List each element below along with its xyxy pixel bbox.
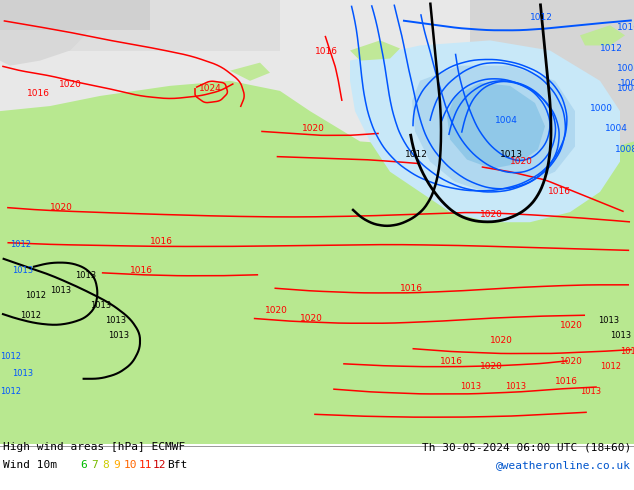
Text: 9: 9 bbox=[113, 460, 120, 470]
Text: 1016: 1016 bbox=[440, 357, 463, 366]
Text: 1013: 1013 bbox=[105, 316, 126, 325]
Text: Th 30-05-2024 06:00 UTC (18+60): Th 30-05-2024 06:00 UTC (18+60) bbox=[422, 442, 631, 452]
Text: 1004: 1004 bbox=[605, 124, 628, 133]
Bar bbox=[0, 0, 280, 50]
Text: 1016: 1016 bbox=[617, 24, 634, 32]
Text: 1013: 1013 bbox=[108, 331, 129, 341]
Polygon shape bbox=[447, 83, 545, 169]
Text: 1016: 1016 bbox=[400, 284, 423, 293]
Polygon shape bbox=[230, 63, 270, 81]
Text: 7: 7 bbox=[91, 460, 98, 470]
Text: 1004: 1004 bbox=[495, 116, 518, 125]
Text: 1013: 1013 bbox=[610, 331, 631, 341]
Polygon shape bbox=[350, 40, 400, 61]
Text: 1020: 1020 bbox=[58, 80, 81, 89]
Polygon shape bbox=[350, 40, 620, 222]
Text: 1016: 1016 bbox=[548, 187, 571, 196]
Text: 1008: 1008 bbox=[617, 64, 634, 73]
Text: 12: 12 bbox=[153, 460, 167, 470]
Text: 1013: 1013 bbox=[505, 382, 526, 391]
Text: 1012: 1012 bbox=[405, 149, 428, 159]
Text: 1012: 1012 bbox=[600, 362, 621, 370]
Text: 6: 6 bbox=[80, 460, 87, 470]
Text: @weatheronline.co.uk: @weatheronline.co.uk bbox=[496, 460, 631, 470]
Text: 1016: 1016 bbox=[555, 377, 578, 386]
Text: 1020: 1020 bbox=[560, 321, 583, 330]
Text: 1012: 1012 bbox=[530, 13, 553, 22]
Text: 1020: 1020 bbox=[480, 362, 503, 370]
Text: 1013: 1013 bbox=[12, 266, 33, 275]
Text: 1020: 1020 bbox=[300, 314, 323, 323]
Text: 1020: 1020 bbox=[480, 210, 503, 219]
Text: 1012: 1012 bbox=[20, 311, 41, 320]
Text: 1013: 1013 bbox=[90, 301, 111, 310]
Text: 1016: 1016 bbox=[27, 89, 49, 98]
Text: 1013: 1013 bbox=[12, 369, 33, 378]
Text: 1013: 1013 bbox=[580, 387, 601, 396]
Text: 1013: 1013 bbox=[460, 382, 481, 391]
Polygon shape bbox=[412, 66, 575, 192]
Text: 1020: 1020 bbox=[50, 203, 73, 212]
Text: 1020: 1020 bbox=[302, 124, 325, 133]
Text: 11: 11 bbox=[139, 460, 153, 470]
Text: 1012: 1012 bbox=[10, 241, 31, 249]
Text: 1004: 1004 bbox=[620, 79, 634, 88]
Text: Bft: Bft bbox=[167, 460, 187, 470]
Text: 1012: 1012 bbox=[0, 351, 21, 361]
Text: 1012: 1012 bbox=[600, 44, 623, 52]
Text: 1020: 1020 bbox=[490, 337, 513, 345]
Text: 1004: 1004 bbox=[617, 84, 634, 93]
Polygon shape bbox=[0, 0, 634, 147]
Text: 1020: 1020 bbox=[510, 157, 533, 166]
Text: 1012: 1012 bbox=[0, 387, 21, 396]
Text: 1013: 1013 bbox=[598, 316, 619, 325]
Text: 1016: 1016 bbox=[150, 238, 173, 246]
Text: 1013: 1013 bbox=[75, 271, 96, 280]
Text: 1012: 1012 bbox=[25, 291, 46, 300]
Text: 1013: 1013 bbox=[500, 149, 523, 159]
Bar bbox=[0, 0, 150, 30]
Text: 1020: 1020 bbox=[560, 357, 583, 366]
Text: 1024: 1024 bbox=[198, 84, 221, 93]
Polygon shape bbox=[0, 0, 90, 66]
Text: 1000: 1000 bbox=[590, 104, 613, 113]
Polygon shape bbox=[460, 0, 634, 162]
Text: High wind areas [hPa] ECMWF: High wind areas [hPa] ECMWF bbox=[3, 442, 185, 452]
Text: 1020: 1020 bbox=[265, 306, 288, 315]
Text: 1016: 1016 bbox=[314, 47, 337, 55]
Text: 1016: 1016 bbox=[130, 266, 153, 275]
Text: 8: 8 bbox=[102, 460, 109, 470]
Text: 1013: 1013 bbox=[50, 286, 71, 295]
Text: 10: 10 bbox=[124, 460, 138, 470]
Text: Wind 10m: Wind 10m bbox=[3, 460, 57, 470]
Text: 1008: 1008 bbox=[615, 145, 634, 153]
Text: 1013: 1013 bbox=[620, 346, 634, 356]
Polygon shape bbox=[580, 25, 625, 46]
